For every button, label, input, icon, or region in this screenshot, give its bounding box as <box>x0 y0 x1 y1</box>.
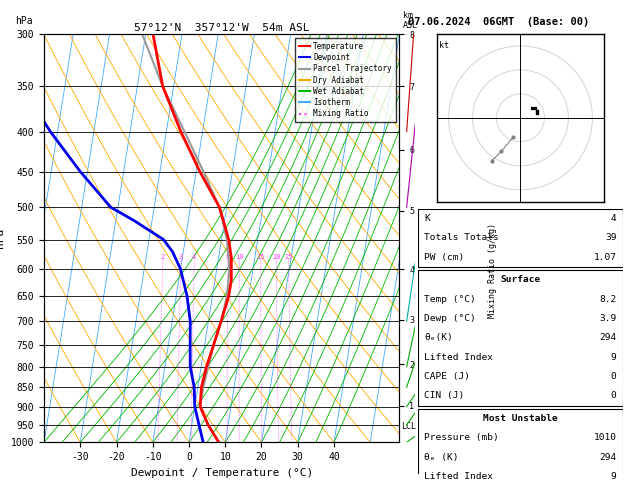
Text: Totals Totals: Totals Totals <box>425 233 499 243</box>
Text: Most Unstable: Most Unstable <box>483 414 558 423</box>
Text: 8.2: 8.2 <box>599 295 616 304</box>
Text: Lifted Index: Lifted Index <box>425 472 493 481</box>
Text: θₑ (K): θₑ (K) <box>425 452 459 462</box>
Text: Mixing Ratio (g/kg): Mixing Ratio (g/kg) <box>488 223 498 318</box>
Y-axis label: hPa: hPa <box>0 228 5 248</box>
Text: 3: 3 <box>179 255 183 260</box>
Text: 9: 9 <box>611 353 616 362</box>
X-axis label: Dewpoint / Temperature (°C): Dewpoint / Temperature (°C) <box>131 468 313 478</box>
Text: 294: 294 <box>599 333 616 342</box>
Text: Pressure (mb): Pressure (mb) <box>425 433 499 442</box>
Text: 294: 294 <box>599 452 616 462</box>
Text: 39: 39 <box>605 233 616 243</box>
Text: 1.07: 1.07 <box>594 253 616 262</box>
Text: PW (cm): PW (cm) <box>425 253 465 262</box>
Text: Dewp (°C): Dewp (°C) <box>425 314 476 323</box>
Text: CIN (J): CIN (J) <box>425 391 465 400</box>
Text: 25: 25 <box>284 255 293 260</box>
Text: 1010: 1010 <box>594 433 616 442</box>
Text: 0: 0 <box>611 372 616 381</box>
Text: 0: 0 <box>611 391 616 400</box>
Text: Temp (°C): Temp (°C) <box>425 295 476 304</box>
Text: 9: 9 <box>611 472 616 481</box>
Text: 2: 2 <box>160 255 165 260</box>
Text: km
ASL: km ASL <box>403 11 418 30</box>
Text: 3.9: 3.9 <box>599 314 616 323</box>
Text: CAPE (J): CAPE (J) <box>425 372 470 381</box>
Text: Lifted Index: Lifted Index <box>425 353 493 362</box>
Legend: Temperature, Dewpoint, Parcel Trajectory, Dry Adiabat, Wet Adiabat, Isotherm, Mi: Temperature, Dewpoint, Parcel Trajectory… <box>295 38 396 122</box>
Text: K: K <box>425 214 430 223</box>
Text: 8: 8 <box>226 255 230 260</box>
Text: θₑ(K): θₑ(K) <box>425 333 453 342</box>
Text: 20: 20 <box>272 255 281 260</box>
Text: 07.06.2024  06GMT  (Base: 00): 07.06.2024 06GMT (Base: 00) <box>408 17 589 27</box>
Text: hPa: hPa <box>16 16 33 26</box>
Text: 4: 4 <box>611 214 616 223</box>
Text: Surface: Surface <box>501 276 540 284</box>
Text: LCL: LCL <box>401 422 416 431</box>
Text: 15: 15 <box>257 255 265 260</box>
Title: 57°12'N  357°12'W  54m ASL: 57°12'N 357°12'W 54m ASL <box>134 23 309 33</box>
Text: kt: kt <box>439 41 449 50</box>
Text: 4: 4 <box>192 255 196 260</box>
Text: 10: 10 <box>235 255 243 260</box>
